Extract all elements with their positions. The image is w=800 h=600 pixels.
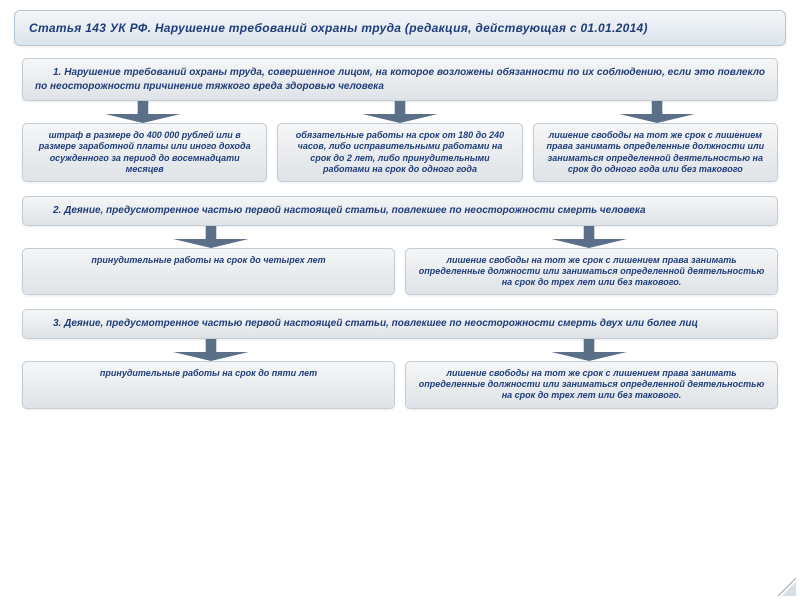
section-3-penalties: принудительные работы на срок до пяти ле… bbox=[22, 361, 778, 409]
penalty-text: обязательные работы на срок от 180 до 24… bbox=[286, 130, 513, 175]
arrow-icon bbox=[551, 339, 627, 361]
arrow-icon bbox=[173, 339, 249, 361]
page-title: Статья 143 УК РФ. Нарушение требований о… bbox=[29, 21, 648, 35]
page-corner-fold-icon bbox=[778, 578, 796, 596]
penalty-text: лишение свободы на тот же срок с лишение… bbox=[414, 255, 769, 289]
section-1-text: 1. Нарушение требований охраны труда, со… bbox=[35, 66, 765, 93]
section-2-header: 2. Деяние, предусмотренное частью первой… bbox=[22, 196, 778, 226]
section-1-arrows bbox=[22, 101, 778, 123]
penalty-box: обязательные работы на срок от 180 до 24… bbox=[277, 123, 522, 182]
penalty-box: лишение свободы на тот же срок с лишение… bbox=[533, 123, 778, 182]
section-1-penalties: штраф в размере до 400 000 рублей или в … bbox=[22, 123, 778, 182]
penalty-box: принудительные работы на срок до четырех… bbox=[22, 248, 395, 296]
arrow-icon bbox=[619, 101, 695, 123]
section-2-text: 2. Деяние, предусмотренное частью первой… bbox=[35, 204, 765, 218]
penalty-text: принудительные работы на срок до четырех… bbox=[31, 255, 386, 266]
penalty-text: лишение свободы на тот же срок с лишение… bbox=[414, 368, 769, 402]
arrow-icon bbox=[173, 226, 249, 248]
section-2-arrows bbox=[22, 226, 778, 248]
page-title-bar: Статья 143 УК РФ. Нарушение требований о… bbox=[14, 10, 786, 46]
penalty-box: лишение свободы на тот же срок с лишение… bbox=[405, 361, 778, 409]
arrow-icon bbox=[551, 226, 627, 248]
penalty-text: принудительные работы на срок до пяти ле… bbox=[31, 368, 386, 379]
penalty-box: лишение свободы на тот же срок с лишение… bbox=[405, 248, 778, 296]
section-3-text: 3. Деяние, предусмотренное частью первой… bbox=[35, 317, 765, 331]
penalty-text: лишение свободы на тот же срок с лишение… bbox=[542, 130, 769, 175]
section-2-penalties: принудительные работы на срок до четырех… bbox=[22, 248, 778, 296]
arrow-icon bbox=[362, 101, 438, 123]
arrow-icon bbox=[105, 101, 181, 123]
section-3-header: 3. Деяние, предусмотренное частью первой… bbox=[22, 309, 778, 339]
section-3-arrows bbox=[22, 339, 778, 361]
section-1-header: 1. Нарушение требований охраны труда, со… bbox=[22, 58, 778, 101]
penalty-box: принудительные работы на срок до пяти ле… bbox=[22, 361, 395, 409]
penalty-text: штраф в размере до 400 000 рублей или в … bbox=[31, 130, 258, 175]
penalty-box: штраф в размере до 400 000 рублей или в … bbox=[22, 123, 267, 182]
